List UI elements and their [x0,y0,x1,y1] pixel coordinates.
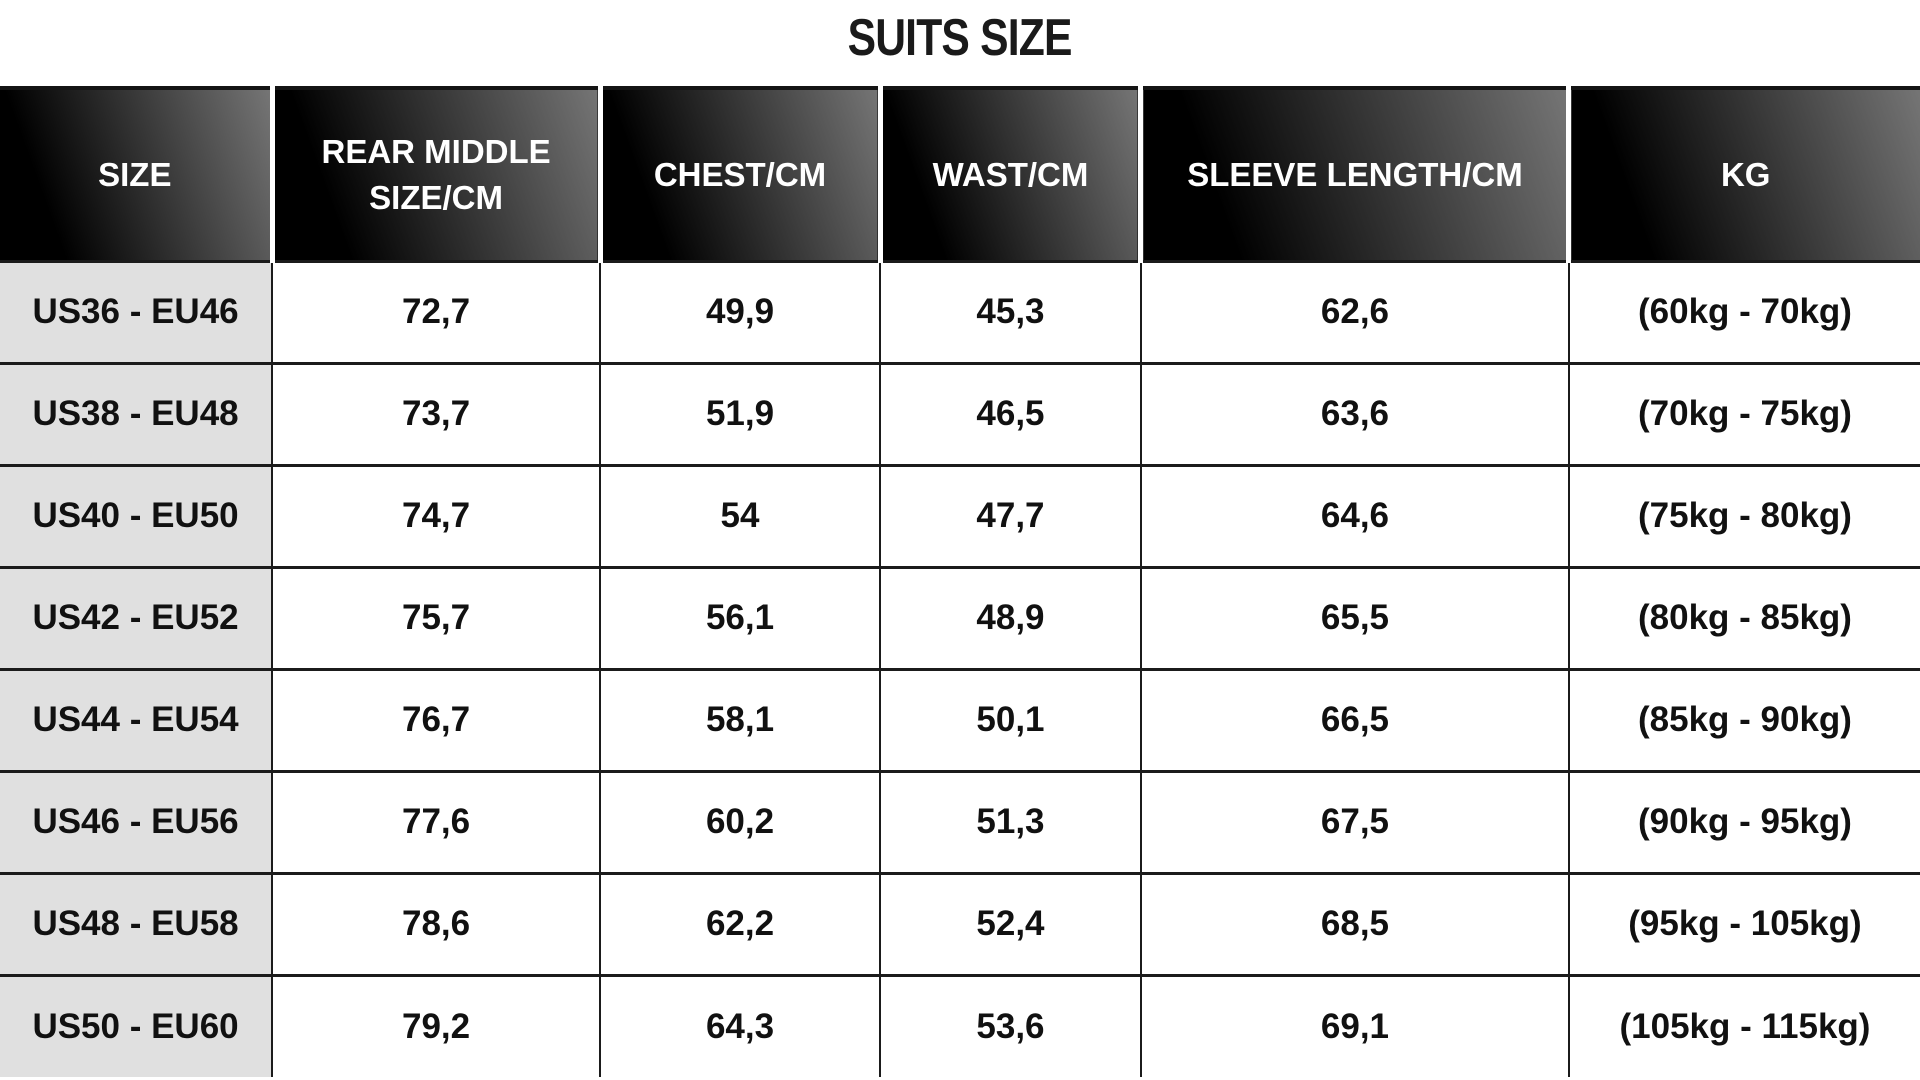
value-cell: 77,6 [271,769,601,873]
size-cell: US46 - EU56 [0,769,273,873]
size-cell: US48 - EU58 [0,871,273,975]
value-cell: 60,2 [599,769,880,873]
size-cell: US44 - EU54 [0,667,273,771]
value-cell: 67,5 [1139,769,1569,873]
value-cell: 68,5 [1139,871,1569,975]
size-cell: US42 - EU52 [0,565,273,669]
table-body: US36 - EU46 72,7 49,9 45,3 62,6 (60kg - 70kg)… [0,261,1920,1077]
table-row: US40 - EU50 74,7 54 47,7 64,6 (75kg - 80kg) [0,463,1920,567]
column-header-rear_middle_size_cm: REAR MIDDLE SIZE/CM [269,88,601,263]
value-cell: 52,4 [879,871,1141,975]
value-cell: 79,2 [271,973,601,1077]
size-cell: US38 - EU48 [0,361,273,465]
value-cell: (75kg - 80kg) [1567,463,1920,567]
table-row: US48 - EU58 78,6 62,2 52,4 68,5 (95kg - 105kg… [0,871,1920,975]
column-header-kg: KG [1566,88,1920,263]
value-cell: 62,2 [599,871,880,975]
value-cell: 62,6 [1139,261,1569,363]
value-cell: 54 [599,463,880,567]
table-row: US36 - EU46 72,7 49,9 45,3 62,6 (60kg - 70kg) [0,261,1920,363]
value-cell: 51,3 [879,769,1141,873]
size-cell: US36 - EU46 [0,261,273,363]
value-cell: 72,7 [271,261,601,363]
value-cell: 74,7 [271,463,601,567]
value-cell: 64,6 [1139,463,1569,567]
header-row: SIZE REAR MIDDLE SIZE/CM CHEST/CM WAST/CM SL… [0,88,1920,263]
column-header-size: SIZE [0,88,273,263]
value-cell: 45,3 [879,261,1141,363]
value-cell: 49,9 [599,261,880,363]
value-cell: 48,9 [879,565,1141,669]
value-cell: 69,1 [1139,973,1569,1077]
value-cell: (85kg - 90kg) [1567,667,1920,771]
table-row: US38 - EU48 73,7 51,9 46,5 63,6 (70kg - 75kg) [0,361,1920,465]
value-cell: 50,1 [879,667,1141,771]
value-cell: 53,6 [879,973,1141,1077]
value-cell: (105kg - 115kg) [1567,973,1920,1077]
table-row: US44 - EU54 76,7 58,1 50,1 66,5 (85kg - 90kg) [0,667,1920,771]
size-cell: US40 - EU50 [0,463,273,567]
value-cell: (70kg - 75kg) [1567,361,1920,465]
table-row: US50 - EU60 79,2 64,3 53,6 69,1 (105kg - 115k… [0,973,1920,1077]
value-cell: 56,1 [599,565,880,669]
value-cell: (60kg - 70kg) [1567,261,1920,363]
value-cell: (95kg - 105kg) [1567,871,1920,975]
page-title: SUITS SIZE [848,9,1073,67]
value-cell: 47,7 [879,463,1141,567]
value-cell: 46,5 [879,361,1141,465]
value-cell: 51,9 [599,361,880,465]
value-cell: 58,1 [599,667,880,771]
value-cell: 75,7 [271,565,601,669]
column-header-chest_cm: CHEST/CM [597,88,880,263]
column-header-sleeve_length_cm: SLEEVE LENGTH/CM [1138,88,1569,263]
table-row: US42 - EU52 75,7 56,1 48,9 65,5 (80kg - 85kg) [0,565,1920,669]
value-cell: 76,7 [271,667,601,771]
size-table: SIZE REAR MIDDLE SIZE/CM CHEST/CM WAST/CM SL… [0,86,1920,1077]
value-cell: (90kg - 95kg) [1567,769,1920,873]
value-cell: 78,6 [271,871,601,975]
title-bar: SUITS SIZE [0,0,1920,86]
value-cell: 64,3 [599,973,880,1077]
table-row: US46 - EU56 77,6 60,2 51,3 67,5 (90kg - 95kg) [0,769,1920,873]
value-cell: 65,5 [1139,565,1569,669]
size-cell: US50 - EU60 [0,973,273,1077]
value-cell: 66,5 [1139,667,1569,771]
value-cell: (80kg - 85kg) [1567,565,1920,669]
column-header-wast_cm: WAST/CM [877,88,1141,263]
value-cell: 73,7 [271,361,601,465]
value-cell: 63,6 [1139,361,1569,465]
